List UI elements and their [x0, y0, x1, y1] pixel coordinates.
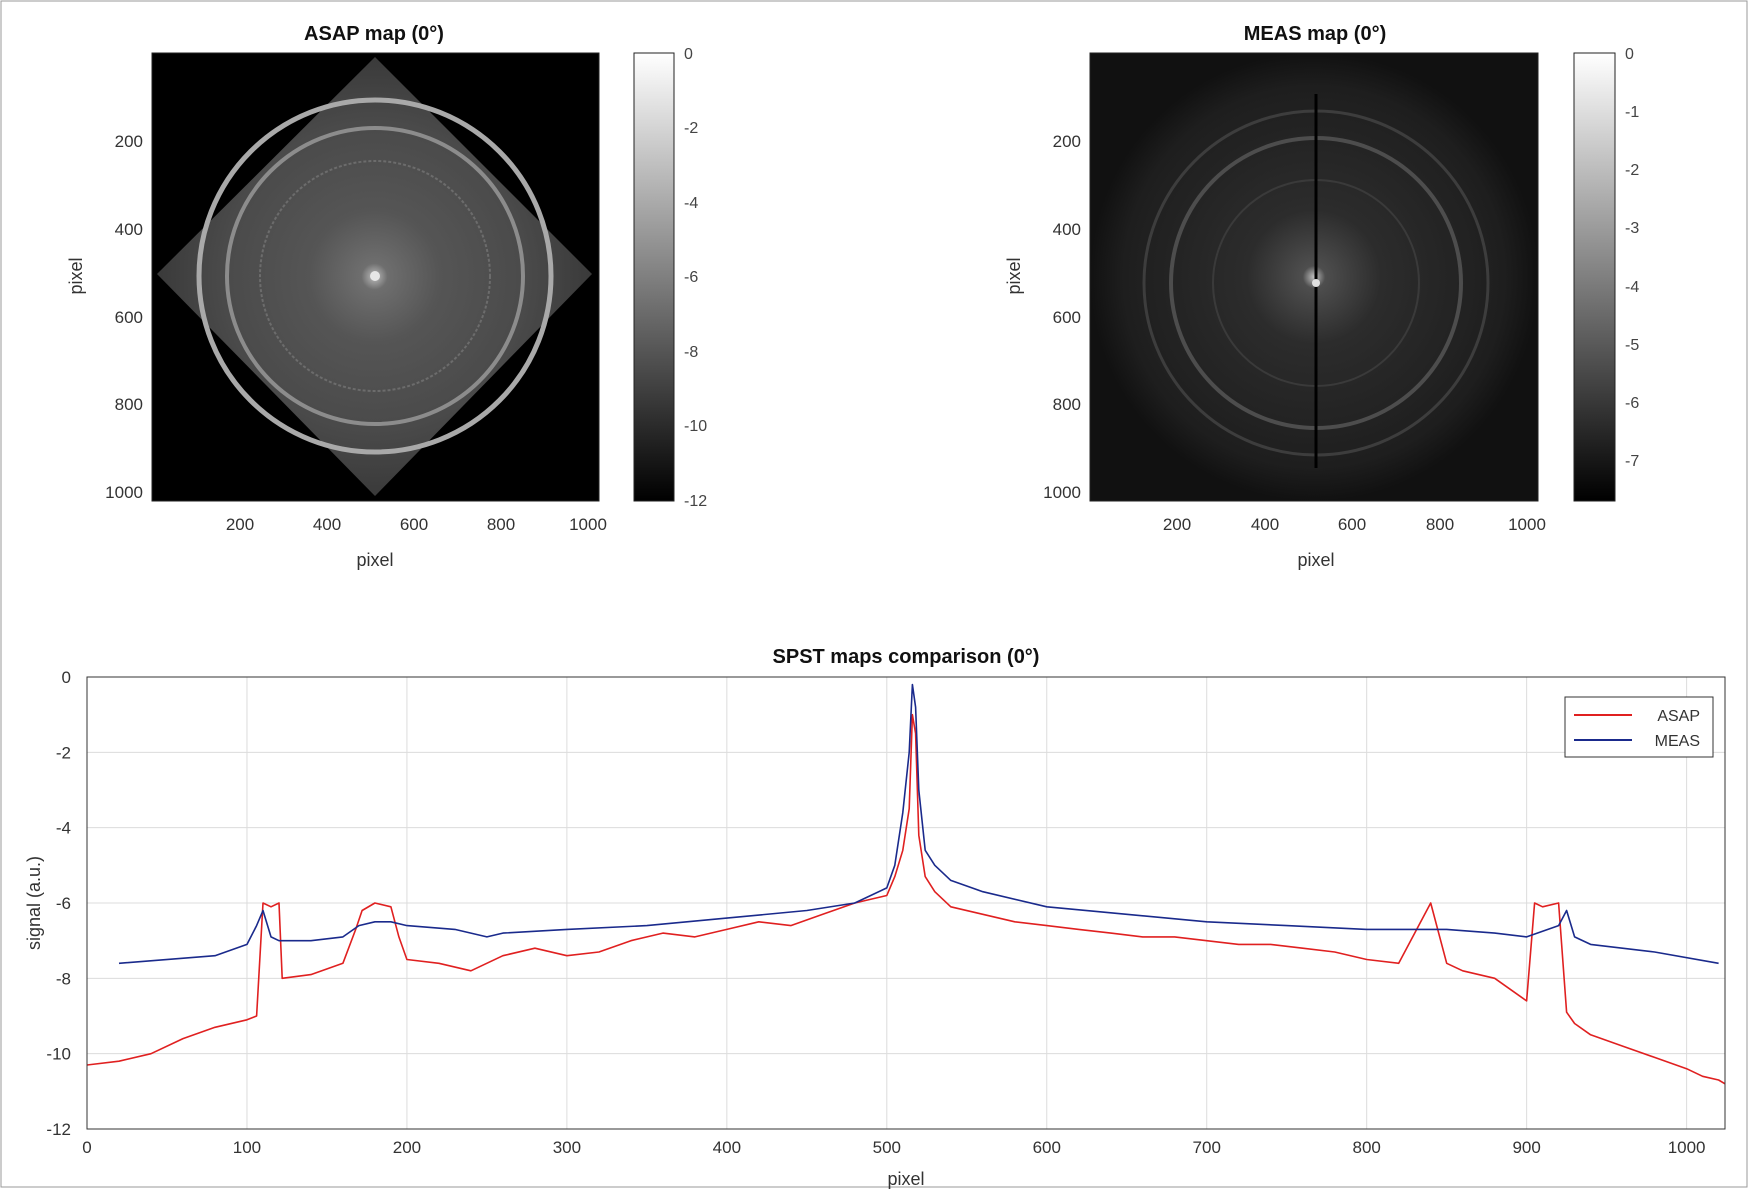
legend-asap-label: ASAP — [1657, 708, 1700, 725]
meas-y-tick: 600 — [1053, 308, 1081, 327]
asap-center-spot — [370, 271, 380, 281]
meas-x-label: pixel — [1297, 550, 1334, 570]
asap-y-tick: 600 — [115, 308, 143, 327]
meas-colorbar-tick: -7 — [1625, 453, 1639, 470]
meas-x-tick: 400 — [1251, 515, 1279, 534]
spst-y-tick: -8 — [56, 969, 71, 988]
spst-x-tick: 500 — [873, 1138, 901, 1157]
spst-y-ticks: 0 -2 -4 -6 -8 -10 -12 — [46, 668, 71, 1139]
meas-colorbar-tick: -1 — [1625, 104, 1639, 121]
spst-x-tick: 200 — [393, 1138, 421, 1157]
spst-x-tick: 900 — [1512, 1138, 1540, 1157]
asap-y-tick: 800 — [115, 395, 143, 414]
spst-y-tick: 0 — [62, 668, 71, 687]
meas-map-frame — [1089, 52, 1539, 502]
asap-colorbar — [633, 52, 675, 502]
meas-x-tick: 200 — [1163, 515, 1191, 534]
asap-middle-ring — [225, 126, 525, 426]
meas-y-ticks: 200 400 600 800 1000 — [1043, 132, 1081, 502]
asap-colorbar-tick: -8 — [684, 344, 698, 361]
asap-x-ticks: 200 400 600 800 1000 — [226, 515, 607, 534]
asap-colorbar-tick: -12 — [684, 493, 707, 510]
meas-colorbar-tick: -4 — [1625, 279, 1639, 296]
asap-colorbar-ticks: 0 -2 -4 -6 -8 -10 -12 — [684, 46, 707, 510]
meas-x-tick: 800 — [1426, 515, 1454, 534]
spst-y-label: signal (a.u.) — [24, 856, 44, 950]
asap-y-label: pixel — [66, 257, 86, 294]
asap-map-panel: ASAP map (0°) 200 400 600 800 1000 200 4… — [66, 23, 707, 570]
spst-x-tick: 1000 — [1668, 1138, 1706, 1157]
spst-x-tick: 400 — [713, 1138, 741, 1157]
spst-x-tick: 100 — [233, 1138, 261, 1157]
asap-x-tick: 400 — [313, 515, 341, 534]
meas-x-ticks: 200 400 600 800 1000 — [1163, 515, 1546, 534]
spst-legend-box — [1564, 696, 1714, 758]
spst-plot-frame — [86, 676, 1726, 1130]
asap-colorbar-tick: -10 — [684, 418, 707, 435]
asap-y-tick: 400 — [115, 220, 143, 239]
asap-colorbar-tick: -4 — [684, 195, 698, 212]
spst-y-tick: -4 — [56, 819, 71, 838]
meas-colorbar-tick: -6 — [1625, 395, 1639, 412]
asap-map-frame — [151, 52, 600, 502]
asap-x-label: pixel — [356, 550, 393, 570]
spst-y-tick: -10 — [46, 1045, 71, 1064]
series-line-asap — [87, 713, 1725, 1085]
spst-y-tick: -2 — [56, 743, 71, 762]
spst-x-tick: 300 — [553, 1138, 581, 1157]
asap-x-tick: 800 — [487, 515, 515, 534]
spst-x-tick: 700 — [1193, 1138, 1221, 1157]
meas-y-tick: 400 — [1053, 220, 1081, 239]
meas-x-tick: 1000 — [1508, 515, 1546, 534]
meas-map-background — [1090, 53, 1538, 501]
meas-colorbar-tick: -3 — [1625, 220, 1639, 237]
asap-x-tick: 200 — [226, 515, 254, 534]
spst-chart-title: SPST maps comparison (0°) — [773, 646, 1040, 668]
spst-comparison-panel: SPST maps comparison (0°) 0 100 200 300 400 5… — [24, 646, 1726, 1189]
meas-y-label: pixel — [1004, 257, 1024, 294]
meas-map-panel: MEAS map (0°) 200 400 600 800 1000 200 4… — [1004, 23, 1639, 570]
asap-outer-ring — [196, 97, 554, 455]
spst-x-tick: 0 — [82, 1138, 91, 1157]
spst-x-tick: 600 — [1033, 1138, 1061, 1157]
spst-legend: ASAP MEAS — [1564, 696, 1714, 758]
spst-x-tick: 800 — [1353, 1138, 1381, 1157]
meas-center-spot — [1312, 279, 1320, 287]
asap-x-tick: 1000 — [569, 515, 607, 534]
spst-x-ticks: 0 100 200 300 400 500 600 700 800 900 1000 — [82, 1138, 1705, 1157]
meas-map-title: MEAS map (0°) — [1244, 23, 1386, 45]
spst-y-tick: -6 — [56, 894, 71, 913]
spst-y-tick: -12 — [46, 1120, 71, 1139]
meas-colorbar-ticks: 0 -1 -2 -3 -4 -5 -6 -7 — [1625, 46, 1639, 470]
series-line-meas — [118, 683, 1719, 965]
asap-inner-ring — [259, 160, 491, 392]
spst-series-group — [87, 683, 1725, 1085]
meas-y-tick: 800 — [1053, 395, 1081, 414]
asap-colorbar-tick: -2 — [684, 120, 698, 137]
meas-colorbar-tick: -5 — [1625, 337, 1639, 354]
meas-y-tick: 200 — [1053, 132, 1081, 151]
legend-meas-label: MEAS — [1655, 733, 1700, 750]
asap-y-tick: 200 — [115, 132, 143, 151]
meas-colorbar-tick: 0 — [1625, 46, 1634, 63]
spst-x-label: pixel — [887, 1169, 924, 1189]
asap-colorbar-tick: -6 — [684, 269, 698, 286]
asap-y-tick: 1000 — [105, 483, 143, 502]
asap-y-ticks: 200 400 600 800 1000 — [105, 132, 143, 502]
meas-colorbar — [1573, 52, 1616, 502]
meas-colorbar-tick: -2 — [1625, 162, 1639, 179]
asap-colorbar-tick: 0 — [684, 46, 693, 63]
asap-x-tick: 600 — [400, 515, 428, 534]
meas-x-tick: 600 — [1338, 515, 1366, 534]
asap-map-title: ASAP map (0°) — [304, 23, 444, 45]
meas-y-tick: 1000 — [1043, 483, 1081, 502]
